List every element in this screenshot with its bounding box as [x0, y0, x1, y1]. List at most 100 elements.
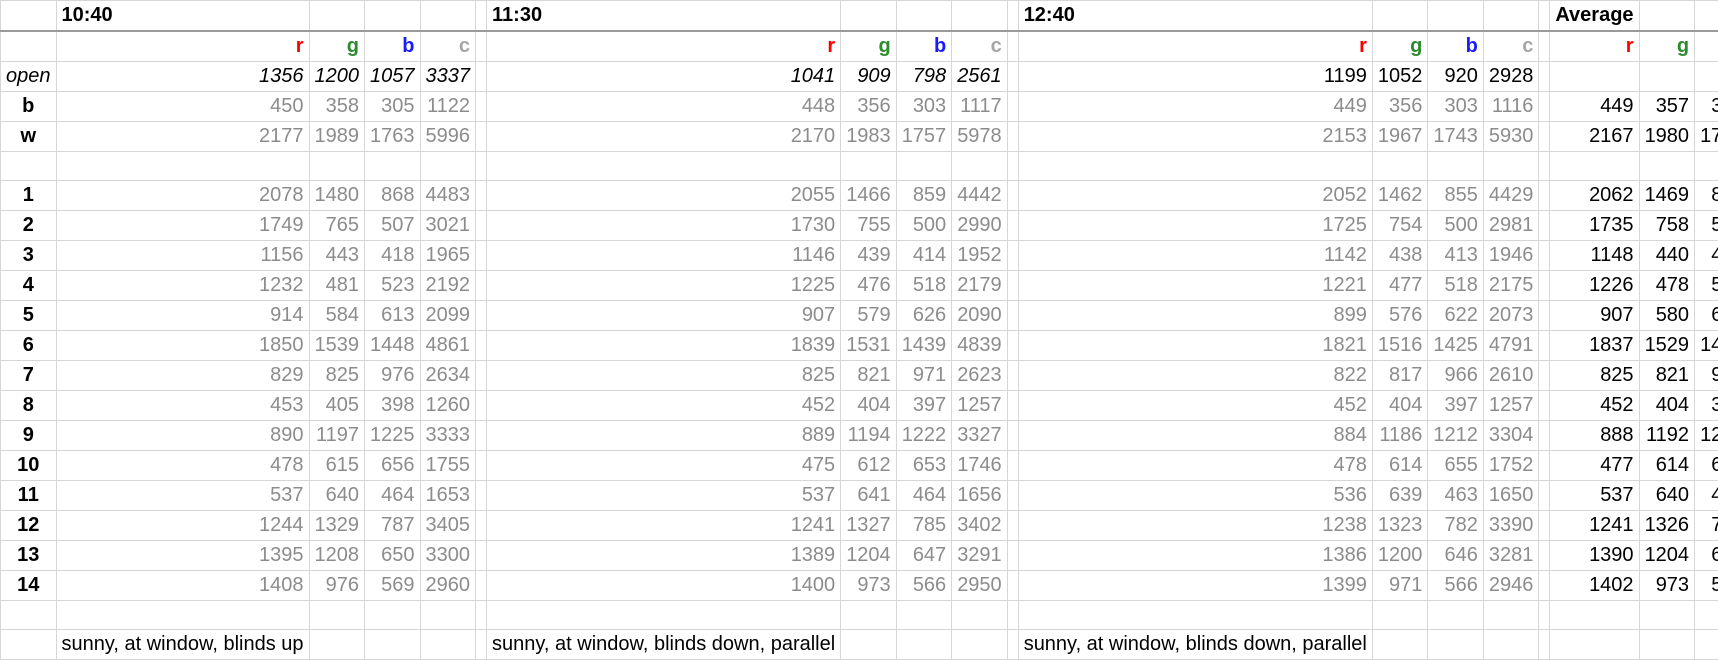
- value-cell[interactable]: 798: [895, 61, 953, 92]
- empty-cell[interactable]: [1371, 629, 1429, 660]
- empty-cell[interactable]: [840, 151, 897, 181]
- row-label[interactable]: 5: [0, 300, 57, 331]
- value-cell[interactable]: 613: [364, 300, 421, 331]
- average-cell[interactable]: 1192: [1638, 420, 1696, 451]
- section-note[interactable]: sunny, at window, blinds down, parallel: [486, 629, 842, 660]
- average-cell[interactable]: 1754: [1694, 121, 1718, 152]
- empty-cell[interactable]: [1549, 61, 1640, 92]
- empty-cell[interactable]: [1482, 629, 1540, 660]
- empty-cell[interactable]: [1538, 480, 1551, 511]
- value-cell[interactable]: 868: [364, 180, 421, 211]
- value-cell[interactable]: 1122: [419, 91, 477, 122]
- empty-cell[interactable]: [1538, 91, 1551, 122]
- empty-cell[interactable]: [840, 0, 897, 32]
- value-cell[interactable]: 413: [1427, 240, 1484, 271]
- value-cell[interactable]: 1400: [486, 570, 842, 601]
- average-cell[interactable]: 357: [1638, 91, 1696, 122]
- value-cell[interactable]: 640: [308, 480, 366, 511]
- value-cell[interactable]: 404: [840, 390, 897, 421]
- value-cell[interactable]: 1238: [1017, 510, 1373, 541]
- empty-cell[interactable]: [475, 330, 488, 361]
- empty-cell[interactable]: [475, 30, 488, 62]
- average-cell[interactable]: 1735: [1549, 210, 1640, 241]
- empty-cell[interactable]: [419, 629, 477, 660]
- value-cell[interactable]: 5996: [419, 121, 477, 152]
- empty-cell[interactable]: [486, 600, 842, 630]
- value-cell[interactable]: 825: [308, 360, 366, 391]
- average-cell[interactable]: 1437: [1694, 330, 1718, 361]
- empty-cell[interactable]: [308, 151, 366, 181]
- average-cell[interactable]: 758: [1638, 210, 1696, 241]
- channel-header-b[interactable]: b: [895, 30, 953, 62]
- value-cell[interactable]: 476: [840, 270, 897, 301]
- value-cell[interactable]: 655: [1427, 450, 1484, 481]
- channel-header-g[interactable]: g: [308, 30, 366, 62]
- value-cell[interactable]: 2090: [951, 300, 1008, 331]
- value-cell[interactable]: 523: [364, 270, 421, 301]
- value-cell[interactable]: 4839: [951, 330, 1008, 361]
- empty-cell[interactable]: [475, 480, 488, 511]
- row-label[interactable]: 3: [0, 240, 57, 271]
- value-cell[interactable]: 537: [55, 480, 310, 511]
- value-cell[interactable]: 2950: [951, 570, 1008, 601]
- empty-cell[interactable]: [475, 0, 488, 32]
- empty-cell[interactable]: [1017, 600, 1373, 630]
- value-cell[interactable]: 356: [840, 91, 897, 122]
- value-cell[interactable]: 821: [840, 360, 897, 391]
- value-cell[interactable]: 3291: [951, 540, 1008, 571]
- row-label[interactable]: w: [0, 121, 57, 152]
- average-cell[interactable]: 1226: [1549, 270, 1640, 301]
- empty-cell[interactable]: [0, 30, 57, 62]
- empty-cell[interactable]: [364, 0, 421, 32]
- value-cell[interactable]: 2192: [419, 270, 477, 301]
- value-cell[interactable]: 404: [1371, 390, 1429, 421]
- value-cell[interactable]: 825: [486, 360, 842, 391]
- empty-cell[interactable]: [1638, 0, 1696, 32]
- empty-cell[interactable]: [1538, 510, 1551, 541]
- value-cell[interactable]: 920: [1427, 61, 1484, 92]
- value-cell[interactable]: 1260: [419, 390, 477, 421]
- value-cell[interactable]: 1057: [364, 61, 421, 92]
- value-cell[interactable]: 449: [1017, 91, 1373, 122]
- value-cell[interactable]: 966: [1427, 360, 1484, 391]
- empty-cell[interactable]: [419, 600, 477, 630]
- empty-cell[interactable]: [1006, 480, 1019, 511]
- empty-cell[interactable]: [1638, 61, 1696, 92]
- empty-cell[interactable]: [1538, 450, 1551, 481]
- value-cell[interactable]: 782: [1427, 510, 1484, 541]
- value-cell[interactable]: 2561: [951, 61, 1008, 92]
- value-cell[interactable]: 443: [308, 240, 366, 271]
- empty-cell[interactable]: [475, 570, 488, 601]
- empty-cell[interactable]: [1006, 180, 1019, 211]
- empty-cell[interactable]: [1538, 600, 1551, 630]
- average-cell[interactable]: 2167: [1549, 121, 1640, 152]
- empty-cell[interactable]: [1538, 30, 1551, 62]
- value-cell[interactable]: 639: [1371, 480, 1429, 511]
- value-cell[interactable]: 463: [1427, 480, 1484, 511]
- value-cell[interactable]: 576: [1371, 300, 1429, 331]
- section-time-header[interactable]: 10:40: [55, 0, 310, 32]
- value-cell[interactable]: 1156: [55, 240, 310, 271]
- value-cell[interactable]: 453: [55, 390, 310, 421]
- section-note[interactable]: sunny, at window, blinds down, parallel: [1017, 629, 1373, 660]
- empty-cell[interactable]: [1006, 540, 1019, 571]
- empty-cell[interactable]: [1006, 300, 1019, 331]
- value-cell[interactable]: 1212: [1427, 420, 1484, 451]
- value-cell[interactable]: 976: [364, 360, 421, 391]
- value-cell[interactable]: 464: [895, 480, 953, 511]
- empty-cell[interactable]: [475, 390, 488, 421]
- value-cell[interactable]: 3337: [419, 61, 477, 92]
- empty-cell[interactable]: [951, 629, 1008, 660]
- average-cell[interactable]: 440: [1638, 240, 1696, 271]
- average-cell[interactable]: 785: [1694, 510, 1718, 541]
- empty-cell[interactable]: [1538, 210, 1551, 241]
- value-cell[interactable]: 1755: [419, 450, 477, 481]
- value-cell[interactable]: 1725: [1017, 210, 1373, 241]
- value-cell[interactable]: 3304: [1482, 420, 1540, 451]
- value-cell[interactable]: 1763: [364, 121, 421, 152]
- value-cell[interactable]: 1946: [1482, 240, 1540, 271]
- value-cell[interactable]: 3021: [419, 210, 477, 241]
- value-cell[interactable]: 1197: [308, 420, 366, 451]
- value-cell[interactable]: 1225: [364, 420, 421, 451]
- average-cell[interactable]: 907: [1549, 300, 1640, 331]
